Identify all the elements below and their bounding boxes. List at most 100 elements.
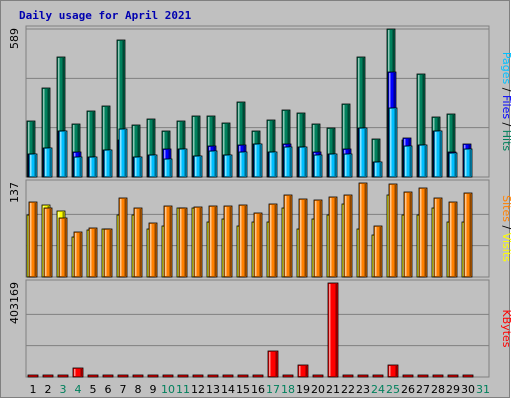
bar-sites-day-9 — [148, 222, 158, 278]
x-tick-label-day-22: 22 — [341, 383, 355, 396]
bar-pages-day-25 — [388, 107, 398, 178]
bar-kbytes-day-13 — [207, 374, 219, 378]
bar-sites-day-20 — [313, 199, 323, 278]
x-tick-label-day-19: 19 — [296, 383, 310, 396]
bar-pages-day-20 — [313, 154, 323, 178]
bar-sites-day-26 — [403, 191, 413, 278]
x-tick-label-day-10: 10 — [161, 383, 175, 396]
bar-sites-day-12 — [193, 206, 203, 278]
bar-kbytes-day-10 — [162, 374, 174, 378]
x-tick-label-day-25: 25 — [386, 383, 400, 396]
legend-segment: Hits — [500, 130, 512, 152]
legend-segment: / — [500, 84, 512, 95]
axis-legend-label: Sites / Visits — [500, 195, 512, 262]
bar-kbytes-day-16 — [252, 374, 264, 378]
x-tick-label-day-8: 8 — [135, 383, 142, 396]
legend-segment: / — [500, 222, 512, 233]
bar-pages-day-14 — [223, 154, 233, 178]
bar-sites-day-4 — [73, 231, 83, 278]
x-tick-label-day-12: 12 — [191, 383, 205, 396]
x-tick-label-day-21: 21 — [326, 383, 340, 396]
bar-pages-day-5 — [88, 156, 98, 178]
bar-sites-day-18 — [283, 194, 293, 278]
bar-sites-day-29 — [448, 201, 458, 278]
panel-hits_files_pages: 589 Pages / Files / Hits — [8, 25, 512, 178]
bar-kbytes-day-4 — [72, 367, 84, 378]
x-tick-label-day-29: 29 — [446, 383, 460, 396]
bar-kbytes-day-27 — [417, 374, 429, 378]
bar-kbytes-day-11 — [177, 374, 189, 378]
bar-sites-day-3 — [58, 217, 68, 278]
bar-sites-day-23 — [358, 182, 368, 278]
x-tick-label-day-30: 30 — [461, 383, 475, 396]
axis-legend-label: Pages / Files / Hits — [500, 52, 512, 152]
x-tick-label-day-31: 31 — [476, 383, 490, 396]
x-tick-label-day-18: 18 — [281, 383, 295, 396]
bar-pages-day-10 — [163, 158, 173, 178]
bar-kbytes-day-30 — [462, 374, 474, 378]
bar-kbytes-day-24 — [372, 374, 384, 378]
bar-sites-day-15 — [238, 204, 248, 278]
bar-sites-day-2 — [43, 207, 53, 278]
bar-pages-day-15 — [238, 151, 248, 178]
bar-kbytes-day-8 — [132, 374, 144, 378]
bar-pages-day-27 — [418, 144, 428, 178]
bar-kbytes-day-25 — [387, 364, 399, 378]
x-tick-label-day-26: 26 — [401, 383, 415, 396]
bar-sites-day-25 — [388, 183, 398, 278]
bar-pages-day-19 — [298, 146, 308, 178]
panel-background — [25, 279, 490, 378]
x-tick-label-day-1: 1 — [30, 383, 37, 396]
bar-sites-day-16 — [253, 212, 263, 278]
bar-pages-day-6 — [103, 149, 113, 178]
bar-kbytes-day-29 — [447, 374, 459, 378]
x-tick-label-day-14: 14 — [221, 383, 235, 396]
bar-pages-day-1 — [28, 153, 38, 178]
x-tick-label-day-28: 28 — [431, 383, 445, 396]
bar-pages-day-2 — [43, 147, 53, 178]
x-tick-label-day-20: 20 — [311, 383, 325, 396]
bar-pages-day-21 — [328, 153, 338, 178]
y-max-label: 137 — [8, 182, 21, 203]
bar-kbytes-day-14 — [222, 374, 234, 378]
x-tick-label-day-17: 17 — [266, 383, 280, 396]
bar-kbytes-day-7 — [117, 374, 129, 378]
bar-kbytes-day-22 — [342, 374, 354, 378]
bar-kbytes-day-26 — [402, 374, 414, 378]
bar-sites-day-14 — [223, 205, 233, 278]
bar-pages-day-11 — [178, 148, 188, 178]
bar-sites-day-17 — [268, 203, 278, 278]
bar-sites-day-5 — [88, 227, 98, 278]
panel-kbytes: 403169 KBytes — [8, 279, 512, 378]
legend-segment: Sites — [500, 195, 512, 222]
bar-sites-day-11 — [178, 207, 188, 278]
legend-segment: Pages — [500, 52, 512, 85]
chart-title: Daily usage for April 2021 — [19, 9, 192, 22]
bar-sites-day-24 — [373, 225, 383, 278]
bar-kbytes-day-1 — [27, 374, 39, 378]
x-tick-label-day-27: 27 — [416, 383, 430, 396]
y-max-label: 403169 — [8, 282, 21, 324]
x-tick-label-day-2: 2 — [45, 383, 52, 396]
bar-pages-day-12 — [193, 155, 203, 178]
bar-pages-day-24 — [373, 161, 383, 178]
x-tick-label-day-7: 7 — [120, 383, 127, 396]
bar-sites-day-28 — [433, 197, 443, 278]
bar-sites-day-10 — [163, 205, 173, 278]
bar-sites-day-8 — [133, 207, 143, 278]
x-tick-label-day-3: 3 — [60, 383, 67, 396]
bar-sites-day-21 — [328, 196, 338, 278]
bar-pages-day-28 — [433, 130, 443, 178]
bar-kbytes-day-15 — [237, 374, 249, 378]
axis-legend-label: KBytes — [500, 309, 512, 347]
bar-pages-day-26 — [403, 145, 413, 178]
bar-pages-day-18 — [283, 146, 293, 178]
bar-kbytes-day-23 — [357, 374, 369, 378]
legend-segment: KBytes — [500, 309, 512, 347]
x-tick-label-day-4: 4 — [75, 383, 82, 396]
bar-pages-day-3 — [58, 130, 68, 178]
bar-kbytes-day-2 — [42, 374, 54, 378]
bar-sites-day-22 — [343, 194, 353, 278]
bar-kbytes-day-3 — [57, 374, 69, 378]
